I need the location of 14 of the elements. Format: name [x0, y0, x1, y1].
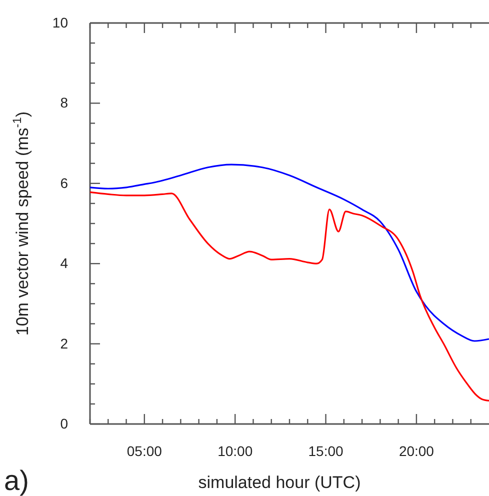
y-tick-label: 6: [60, 174, 68, 191]
y-tick-label: 2: [60, 335, 68, 352]
text: a): [4, 465, 29, 496]
line-series: [89, 164, 489, 342]
y-tick-label: 10: [52, 14, 68, 30]
line-series: [89, 191, 489, 402]
x-tick-label: 20:00: [398, 442, 434, 459]
x-tick-label: 15:00: [308, 442, 344, 459]
y-tick-label: 0: [60, 415, 68, 432]
x-tick-label: 05:00: [126, 442, 162, 459]
x-tick-label: 10:00: [218, 442, 253, 459]
y-tick-label: 4: [60, 255, 68, 272]
x-axis-title: simulated hour (UTC): [198, 473, 361, 492]
y-tick-label: 8: [60, 94, 68, 111]
